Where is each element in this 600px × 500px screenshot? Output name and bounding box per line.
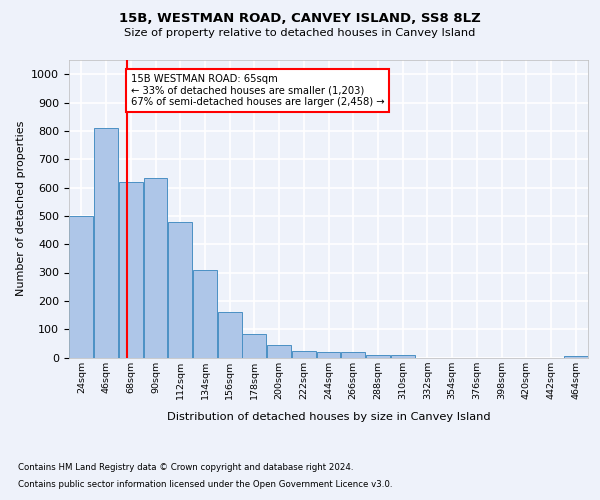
- Bar: [143, 178, 167, 358]
- Text: 15B, WESTMAN ROAD, CANVEY ISLAND, SS8 8LZ: 15B, WESTMAN ROAD, CANVEY ISLAND, SS8 8L…: [119, 12, 481, 26]
- Bar: [218, 312, 242, 358]
- Bar: [292, 352, 316, 358]
- Bar: [341, 352, 365, 358]
- Bar: [391, 355, 415, 358]
- Bar: [70, 216, 94, 358]
- Bar: [119, 182, 143, 358]
- Bar: [366, 354, 390, 358]
- Text: Size of property relative to detached houses in Canvey Island: Size of property relative to detached ho…: [124, 28, 476, 38]
- Bar: [267, 345, 291, 358]
- Bar: [317, 352, 340, 358]
- Bar: [242, 334, 266, 357]
- Text: Contains HM Land Registry data © Crown copyright and database right 2024.: Contains HM Land Registry data © Crown c…: [18, 464, 353, 472]
- Bar: [563, 356, 587, 358]
- Bar: [193, 270, 217, 358]
- Text: Distribution of detached houses by size in Canvey Island: Distribution of detached houses by size …: [167, 412, 491, 422]
- Text: 15B WESTMAN ROAD: 65sqm
← 33% of detached houses are smaller (1,203)
67% of semi: 15B WESTMAN ROAD: 65sqm ← 33% of detache…: [131, 74, 385, 108]
- Y-axis label: Number of detached properties: Number of detached properties: [16, 121, 26, 296]
- Bar: [94, 128, 118, 358]
- Text: Contains public sector information licensed under the Open Government Licence v3: Contains public sector information licen…: [18, 480, 392, 489]
- Bar: [168, 222, 192, 358]
